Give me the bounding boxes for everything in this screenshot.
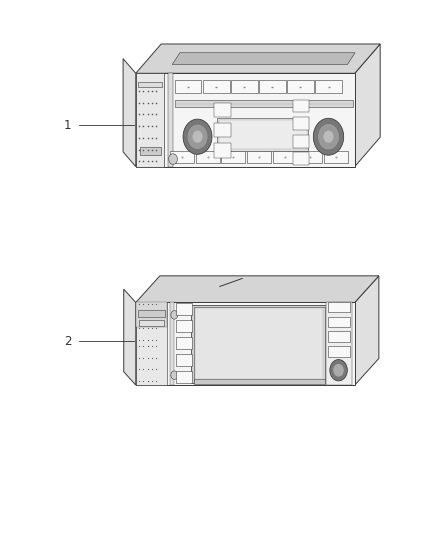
- Bar: [138, 310, 165, 317]
- Bar: [176, 320, 192, 332]
- Bar: [328, 346, 350, 357]
- Circle shape: [183, 119, 212, 155]
- Circle shape: [187, 124, 208, 149]
- Bar: [328, 302, 350, 312]
- Text: 1: 1: [64, 119, 72, 132]
- Bar: [196, 151, 219, 163]
- Bar: [170, 303, 174, 385]
- Bar: [293, 117, 309, 130]
- Bar: [293, 135, 309, 148]
- Bar: [214, 143, 231, 158]
- Bar: [293, 152, 309, 165]
- Bar: [138, 82, 162, 87]
- Bar: [168, 73, 173, 166]
- Polygon shape: [136, 44, 380, 73]
- Bar: [221, 151, 245, 163]
- Bar: [136, 303, 355, 385]
- Bar: [194, 378, 325, 384]
- Bar: [176, 337, 192, 349]
- Bar: [231, 80, 258, 93]
- Bar: [194, 307, 325, 381]
- Bar: [176, 372, 192, 383]
- Bar: [293, 100, 309, 112]
- Circle shape: [333, 364, 344, 377]
- Circle shape: [192, 131, 203, 143]
- Circle shape: [169, 154, 177, 164]
- Bar: [217, 118, 308, 151]
- Bar: [214, 123, 231, 138]
- Bar: [272, 151, 297, 163]
- Bar: [287, 80, 314, 93]
- Bar: [214, 103, 231, 117]
- Bar: [136, 303, 167, 385]
- Bar: [219, 120, 307, 149]
- Bar: [315, 80, 342, 93]
- Bar: [139, 320, 164, 326]
- Polygon shape: [355, 276, 379, 385]
- Bar: [191, 305, 328, 383]
- Polygon shape: [136, 276, 379, 303]
- Bar: [175, 80, 201, 93]
- Circle shape: [318, 124, 339, 150]
- Bar: [175, 100, 353, 107]
- Circle shape: [313, 118, 344, 155]
- Bar: [140, 147, 161, 156]
- Polygon shape: [172, 53, 355, 64]
- Bar: [259, 80, 286, 93]
- Bar: [195, 308, 323, 379]
- Polygon shape: [123, 59, 136, 166]
- Polygon shape: [124, 289, 136, 385]
- Bar: [324, 151, 348, 163]
- Bar: [326, 303, 352, 385]
- Bar: [136, 73, 355, 166]
- Circle shape: [171, 311, 178, 319]
- Bar: [298, 151, 322, 163]
- Bar: [136, 73, 164, 166]
- Circle shape: [323, 131, 334, 143]
- Polygon shape: [355, 44, 380, 166]
- Bar: [136, 303, 167, 327]
- Bar: [328, 317, 350, 327]
- Circle shape: [171, 371, 178, 379]
- Bar: [170, 151, 194, 163]
- Bar: [176, 354, 192, 366]
- Text: 2: 2: [64, 335, 72, 348]
- Bar: [203, 80, 230, 93]
- Bar: [247, 151, 271, 163]
- Circle shape: [330, 360, 347, 381]
- Bar: [328, 332, 350, 342]
- Bar: [176, 303, 192, 315]
